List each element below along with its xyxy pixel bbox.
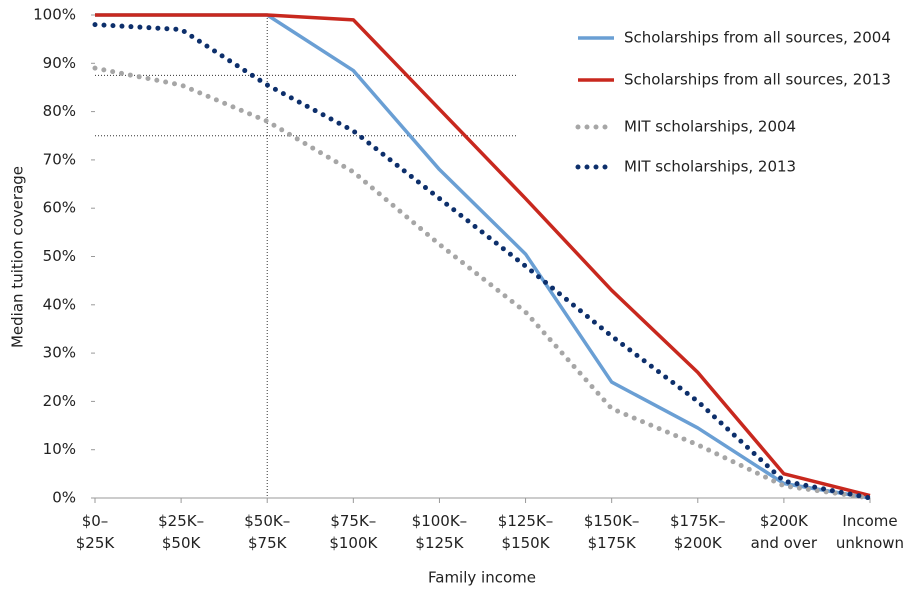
series-line (92, 65, 873, 501)
x-tick-label: $0– $25K (75, 512, 115, 552)
y-tick-label: 70% (43, 150, 76, 168)
y-tick-label: 40% (43, 295, 76, 313)
legend-label: Scholarships from all sources, 2004 (624, 29, 891, 47)
y-tick-label: 0% (52, 489, 76, 507)
x-tick-label: $75K– $100K (329, 512, 378, 552)
y-tick-label: 80% (43, 102, 76, 120)
x-tick-label: $50K– $75K (244, 512, 291, 552)
series-line (92, 22, 873, 501)
y-tick-label: 60% (43, 199, 76, 217)
x-tick-label: $150K– $175K (583, 512, 640, 552)
x-tick-label: $25K– $50K (158, 512, 205, 552)
y-tick-label: 30% (43, 344, 76, 362)
legend-label: MIT scholarships, 2004 (624, 118, 796, 136)
x-tick-label: Income unknown (835, 512, 905, 552)
y-axis-title: Median tuition coverage (9, 166, 27, 348)
legend-label: Scholarships from all sources, 2013 (624, 71, 891, 89)
y-tick-label: 100% (33, 6, 76, 24)
x-tick-label: $175K– $200K (670, 512, 726, 552)
x-tick-label: $200K and over (750, 512, 818, 552)
y-tick-label: 20% (43, 392, 76, 410)
x-axis-title: Family income (428, 569, 536, 587)
y-tick-label: 10% (43, 440, 76, 458)
series-line (95, 13, 871, 498)
y-tick-label: 90% (43, 54, 76, 72)
x-tick-label: $100K– $125K (411, 512, 468, 552)
y-tick-label: 50% (43, 247, 76, 265)
legend-label: MIT scholarships, 2013 (624, 158, 796, 176)
x-tick-label: $125K– $150K (497, 512, 554, 552)
